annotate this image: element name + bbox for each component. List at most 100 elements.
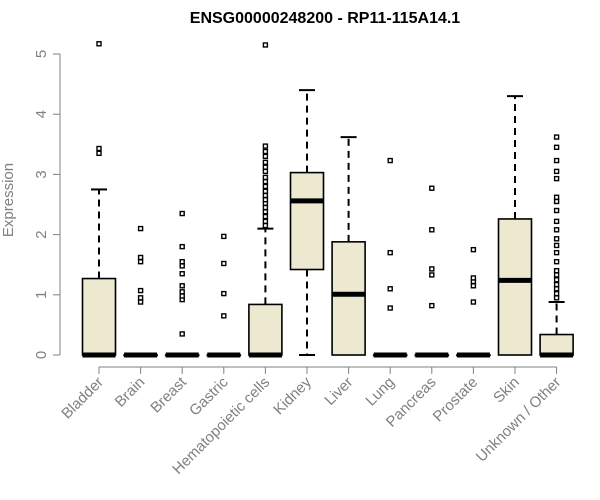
outlier-point: [262, 218, 269, 225]
x-tick-label: Prostate: [430, 374, 482, 426]
outlier-point: [179, 293, 185, 299]
outlier-point: [553, 198, 560, 205]
outlier-point: [470, 246, 477, 253]
y-tick-label: 5: [33, 50, 50, 58]
box-liver: [331, 136, 366, 356]
outlier-point: [553, 249, 560, 256]
y-tick-label: 2: [33, 230, 50, 238]
outlier-point: [262, 209, 269, 215]
box-body: [331, 241, 366, 356]
box-pancreas: [414, 185, 450, 358]
box-unknown-other: [539, 134, 574, 358]
outlier-point: [470, 275, 477, 281]
outlier-point: [137, 258, 144, 265]
outlier-point: [553, 227, 560, 233]
outlier-point: [221, 290, 227, 297]
outlier-point: [262, 196, 269, 203]
outlier-point: [553, 277, 560, 283]
outlier-point: [470, 283, 477, 289]
outlier-point: [387, 157, 393, 164]
box-kidney: [289, 89, 325, 356]
outlier-point: [553, 268, 560, 274]
box-prostate: [456, 246, 491, 358]
box-lung: [372, 157, 408, 358]
outlier-point: [262, 174, 269, 181]
outlier-point: [179, 271, 185, 277]
outlier-point: [553, 236, 560, 242]
outlier-point: [137, 254, 144, 261]
outlier-point: [553, 175, 560, 182]
outlier-point: [429, 302, 435, 309]
outlier-point: [179, 289, 185, 295]
y-axis-label: Expression: [0, 163, 17, 237]
outlier-point: [553, 134, 560, 140]
x-tick-label: Brain: [112, 374, 149, 411]
box-brain: [123, 225, 158, 358]
x-tick-label: Kidney: [270, 373, 315, 418]
outlier-point: [221, 260, 227, 267]
outlier-point: [96, 41, 102, 47]
x-tick-label: Lung: [362, 374, 398, 410]
y-tick-label: 3: [33, 170, 50, 178]
outlier-point: [96, 150, 102, 157]
box-gastric: [206, 233, 242, 358]
chart-title: ENSG00000248200 - RP11-115A14.1: [190, 10, 461, 27]
outlier-point: [429, 185, 435, 191]
outlier-point: [137, 295, 144, 301]
outlier-point: [262, 192, 269, 199]
outlier-point: [262, 204, 269, 211]
box-body: [539, 333, 574, 356]
box-body: [497, 218, 533, 356]
outlier-point: [553, 258, 560, 265]
y-tick-label: 0: [33, 351, 50, 359]
outlier-point: [262, 183, 269, 190]
outlier-point: [262, 148, 269, 155]
outlier-point: [553, 281, 560, 288]
outlier-point: [262, 159, 269, 166]
outlier-point: [179, 331, 185, 337]
outlier-point: [179, 243, 185, 250]
outlier-point: [387, 286, 393, 292]
outlier-point: [429, 266, 435, 272]
outlier-point: [96, 145, 102, 152]
outlier-point: [262, 42, 269, 48]
outlier-point: [553, 144, 560, 151]
outlier-point: [262, 143, 269, 149]
outlier-point: [179, 258, 185, 265]
outlier-point: [221, 313, 227, 319]
outlier-point: [553, 168, 560, 175]
outlier-point: [387, 249, 393, 256]
outlier-point: [553, 286, 560, 292]
outlier-point: [262, 213, 269, 220]
x-tick-label: Skin: [490, 374, 523, 407]
outlier-point: [179, 263, 185, 269]
outlier-point: [262, 153, 269, 160]
outlier-point: [553, 157, 560, 164]
y-axis: 0 1 2 3 4 5: [33, 50, 61, 359]
outlier-point: [553, 272, 560, 278]
box-hematopoietic-cells: [248, 42, 283, 358]
x-tick-label: Breast: [147, 373, 190, 416]
box-body: [289, 171, 325, 271]
outlier-point: [553, 295, 560, 301]
box-series: [81, 41, 574, 358]
outlier-point: [262, 222, 269, 229]
outlier-point: [553, 207, 560, 214]
outlier-point: [179, 283, 185, 289]
outlier-point: [137, 299, 144, 305]
y-tick-label: 1: [33, 291, 50, 299]
outlier-point: [137, 225, 144, 232]
outlier-point: [429, 227, 435, 233]
outlier-point: [429, 272, 435, 278]
outlier-point: [553, 218, 560, 225]
outlier-point: [470, 299, 477, 305]
box-skin: [497, 95, 533, 356]
outlier-point: [137, 287, 144, 294]
outlier-point: [262, 188, 269, 194]
x-tick-label: Liver: [321, 374, 356, 409]
box-bladder: [81, 41, 117, 358]
outlier-point: [387, 305, 393, 311]
outlier-point: [221, 233, 227, 240]
